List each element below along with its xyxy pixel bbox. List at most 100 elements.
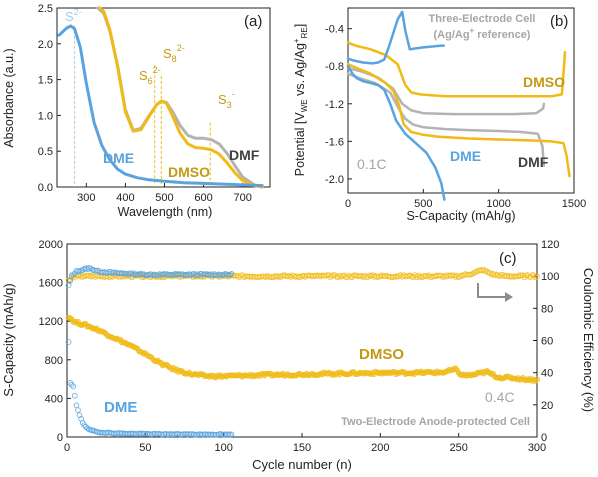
panel-b-ytick-label-2: -1.2 bbox=[325, 99, 344, 111]
panel-b-xlabel: S-Capacity (mAh/g) bbox=[406, 209, 515, 223]
panel-a-plot-frame bbox=[56, 7, 271, 188]
panel-a-xlabel: Wavelength (nm) bbox=[118, 205, 213, 219]
panel-a-series bbox=[57, 6, 264, 189]
panel-a-ylabel: Absorbance (a.u.) bbox=[2, 48, 16, 147]
panel-c-xtick-label-6: 300 bbox=[528, 442, 546, 454]
dme-capacity-point bbox=[81, 422, 88, 428]
panel-a-xtick-label-4: 700 bbox=[233, 192, 251, 204]
ce-axis-arrow bbox=[477, 283, 505, 298]
panel-b-ylabel: Potential [VWE vs. Ag/Ag+RE] bbox=[292, 24, 309, 176]
panel-b-series-dmso-discharge bbox=[346, 63, 571, 178]
panel-c-xtick-label-5: 250 bbox=[449, 442, 467, 454]
panel-b-ytick-label-0: -2.0 bbox=[325, 174, 344, 186]
dme-ce-point bbox=[67, 278, 73, 284]
panel-a-label: (a) bbox=[244, 13, 262, 30]
species-label-s3: S3- bbox=[218, 89, 235, 110]
panel-c-xlabel: Cycle number (n) bbox=[252, 457, 352, 472]
panel-c-ylabel: S-Capacity (mAh/g) bbox=[1, 283, 16, 396]
dme-ce-point bbox=[128, 270, 135, 276]
panel-c-ytick-label-4: 1600 bbox=[39, 278, 63, 290]
panel-a-ytick-label-4: 2.0 bbox=[38, 39, 53, 51]
panel-b-series-dmf-charge bbox=[346, 66, 546, 116]
ce-axis-arrowhead bbox=[505, 292, 513, 302]
panel-c-y2tick-label-2: 40 bbox=[541, 368, 553, 380]
panel-b-series-dme-charge bbox=[346, 10, 445, 65]
panel-c-y2tick-label-3: 60 bbox=[541, 336, 553, 348]
panel-c-y2tick-label-4: 80 bbox=[541, 303, 553, 315]
dme-ce-point bbox=[228, 271, 235, 277]
panel-a-ytick-label-2: 1.0 bbox=[38, 110, 53, 122]
panel-b-ticks: 0 500 1000 1500 -2.0 -1.6 -1.2 -0.8 -0.4 bbox=[325, 24, 586, 210]
panel-c-xtick-label-2: 100 bbox=[214, 442, 232, 454]
panel-a-series-dme bbox=[57, 24, 264, 188]
panel-a-xtick-label-3: 600 bbox=[194, 192, 212, 204]
panel-b-series bbox=[346, 10, 571, 201]
panel-c-ytick-label-3: 1200 bbox=[39, 316, 63, 328]
panel-b-xtick-label-1: 500 bbox=[414, 198, 432, 210]
dmso-ce-point bbox=[451, 272, 457, 279]
panel-b-plot-frame bbox=[347, 7, 575, 194]
panel-a-label-dme: DME bbox=[103, 150, 134, 166]
panel-b-ytick-label-3: -0.8 bbox=[325, 61, 344, 73]
panel-c-xtick-label-0: 0 bbox=[64, 442, 70, 454]
panel-a-ytick-label-0: 0.0 bbox=[38, 182, 53, 194]
panel-c-rate: 0.4C bbox=[485, 389, 515, 405]
dmso-ce-point bbox=[330, 272, 337, 278]
panel-b-series-dmf-discharge bbox=[346, 72, 546, 168]
species-label-s8: S82- bbox=[163, 43, 185, 64]
panel-b-xtick-label-3: 1500 bbox=[562, 198, 586, 210]
species-label-s2: S2- bbox=[65, 7, 82, 24]
dmso-ce-point bbox=[369, 272, 376, 278]
panel-c-ytick-label-1: 400 bbox=[45, 393, 63, 405]
dme-capacity-point bbox=[73, 402, 80, 409]
dmso-ce-point bbox=[277, 274, 283, 281]
panel-b: 0 500 1000 1500 -2.0 -1.6 -1.2 -0.8 -0.4 (b) S-C… bbox=[292, 7, 586, 223]
panel-b-xtick-label-2: 1000 bbox=[486, 198, 510, 210]
panel-c-label-dmso: DMSO bbox=[359, 346, 404, 363]
dme-capacity-point bbox=[228, 431, 235, 438]
dme-capacity-point bbox=[75, 407, 81, 413]
panel-c-ticks: 0 50 100 150 200 250 3000400800120016002000020… bbox=[39, 239, 560, 454]
dmso-capacity-point bbox=[534, 376, 540, 383]
panel-c-y2tick-label-1: 20 bbox=[541, 400, 553, 412]
dme-capacity-point bbox=[67, 380, 73, 386]
panel-b-rate: 0.1C bbox=[357, 156, 387, 172]
panel-b-note-line2: (Ag/Ag+ reference) bbox=[434, 26, 531, 41]
panel-a-xtick-label-1: 400 bbox=[116, 192, 134, 204]
panel-c-ytick-label-2: 800 bbox=[45, 355, 63, 367]
panel-a-ytick-label-3: 1.5 bbox=[38, 75, 53, 87]
dmso-ce-point bbox=[440, 274, 446, 280]
panel-b-series-dmso-charge bbox=[346, 41, 567, 98]
species-label-s6: S62- bbox=[139, 65, 161, 86]
panel-b-label: (b) bbox=[550, 13, 568, 30]
dme-capacity-point bbox=[70, 383, 77, 390]
panel-b-label-dme: DME bbox=[450, 148, 481, 164]
panel-b-label-dmf: DMF bbox=[518, 154, 549, 170]
dme-ce-point bbox=[95, 267, 102, 274]
panel-a-xtick-label-2: 500 bbox=[155, 192, 173, 204]
dme-ce-point bbox=[87, 265, 94, 272]
dme-capacity-point bbox=[68, 381, 75, 388]
panel-a-xtick-label-0: 300 bbox=[77, 192, 95, 204]
panel-c: 0 50 100 150 200 250 3000400800120016002000020… bbox=[1, 239, 596, 472]
panel-c-label: (c) bbox=[499, 250, 517, 267]
dme-capacity-point bbox=[71, 392, 78, 399]
dmso-ce-point bbox=[531, 272, 537, 279]
panel-c-xtick-label-3: 150 bbox=[293, 442, 311, 454]
dme-capacity-point bbox=[84, 425, 91, 432]
dmso-ce-point bbox=[534, 273, 540, 280]
panel-c-series bbox=[65, 264, 540, 438]
panel-c-xtick-label-4: 200 bbox=[371, 442, 389, 454]
panel-a-ytick-label-5: 2.5 bbox=[38, 3, 53, 15]
dmso-ce-point bbox=[480, 266, 487, 273]
dmso-ce-point bbox=[364, 274, 371, 280]
panel-b-ytick-label-1: -1.6 bbox=[325, 136, 344, 148]
panel-a-ytick-label-1: 0.5 bbox=[38, 146, 53, 158]
panel-c-y2tick-label-0: 0 bbox=[541, 432, 547, 444]
panel-c-y2tick-label-6: 120 bbox=[541, 239, 559, 251]
panel-b-note-line1: Three-Electrode Cell bbox=[429, 13, 536, 25]
panel-c-ytick-label-0: 0 bbox=[57, 432, 63, 444]
dmso-ce-point bbox=[487, 270, 493, 276]
panel-a: 300 400 500 600 700 0.0 0.5 1.0 1.5 2.0 2.5 (a) Wa… bbox=[2, 3, 271, 219]
